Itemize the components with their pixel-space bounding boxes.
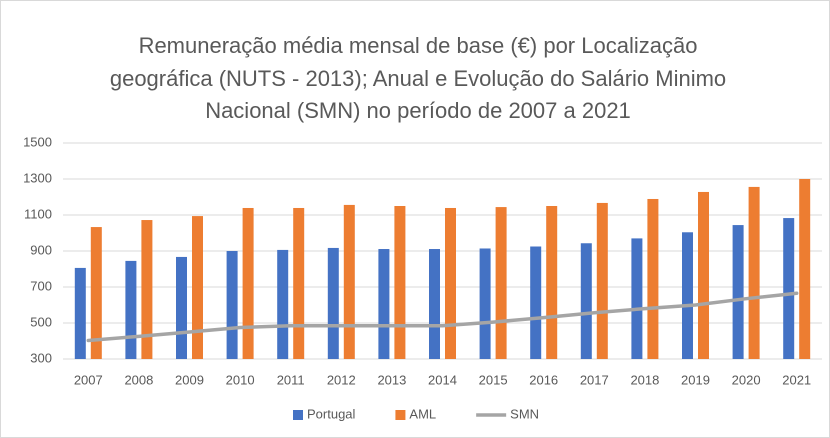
x-tick-label: 2014 [428,372,457,387]
legend-label: Portugal [307,406,356,421]
bar [343,204,355,359]
bar [530,246,542,359]
bar [378,249,390,359]
bar [445,207,456,359]
y-tick-label: 900 [30,242,52,257]
y-tick-label: 300 [30,350,52,365]
legend-label: AML [409,406,436,421]
bar [394,206,406,359]
chart-title: Nacional (SMN) no período de 2007 a 2021 [205,98,631,123]
line [86,291,799,343]
x-tick-label: 2021 [782,372,811,387]
bar [141,220,153,359]
legend-label: SMN [510,406,539,421]
y-tick-label: 700 [30,278,52,293]
bar [732,225,744,359]
x-tick-label: 2013 [377,372,406,387]
bar [293,207,305,359]
bar [176,256,187,359]
bar [242,207,254,359]
bar [429,249,440,359]
y-tick-label: 500 [30,314,52,329]
x-tick-label: 2011 [277,372,305,387]
x-tick-label: 2018 [630,372,659,387]
bar [580,243,592,359]
legend-swatch [293,410,303,420]
y-tick-label: 1100 [24,206,52,221]
x-tick-label: 2017 [580,372,609,387]
bar [90,227,102,359]
bar [631,238,643,359]
x-tick-label: 2009 [175,372,204,387]
x-tick-label: 2020 [732,372,761,387]
y-tick-label: 1500 [23,134,52,149]
bar [479,248,491,359]
bar [682,232,693,359]
bar [226,251,238,359]
bar [698,191,709,359]
bar [125,260,137,359]
chart-title: geográfica (NUTS - 2013); Anual e Evoluç… [110,66,726,91]
bar [748,186,760,359]
legend-swatch [395,410,406,420]
bar [74,267,86,359]
x-tick-label: 2007 [74,372,103,387]
x-tick-label: 2016 [529,372,558,387]
x-tick-label: 2008 [124,372,153,387]
bar [783,218,795,359]
bar [799,179,811,359]
x-tick-label: 2010 [226,372,255,387]
bar [495,207,507,359]
chart-title: Remuneração média mensal de base (€) por… [139,33,698,58]
x-tick-label: 2015 [479,372,508,387]
bar [192,216,203,359]
bar [327,247,339,359]
bar [546,206,558,359]
bar [596,202,608,359]
y-tick-label: 1300 [23,170,52,185]
bar [277,249,289,359]
x-tick-label: 2012 [327,372,356,387]
bar [647,198,659,359]
x-tick-label: 2019 [681,372,710,387]
